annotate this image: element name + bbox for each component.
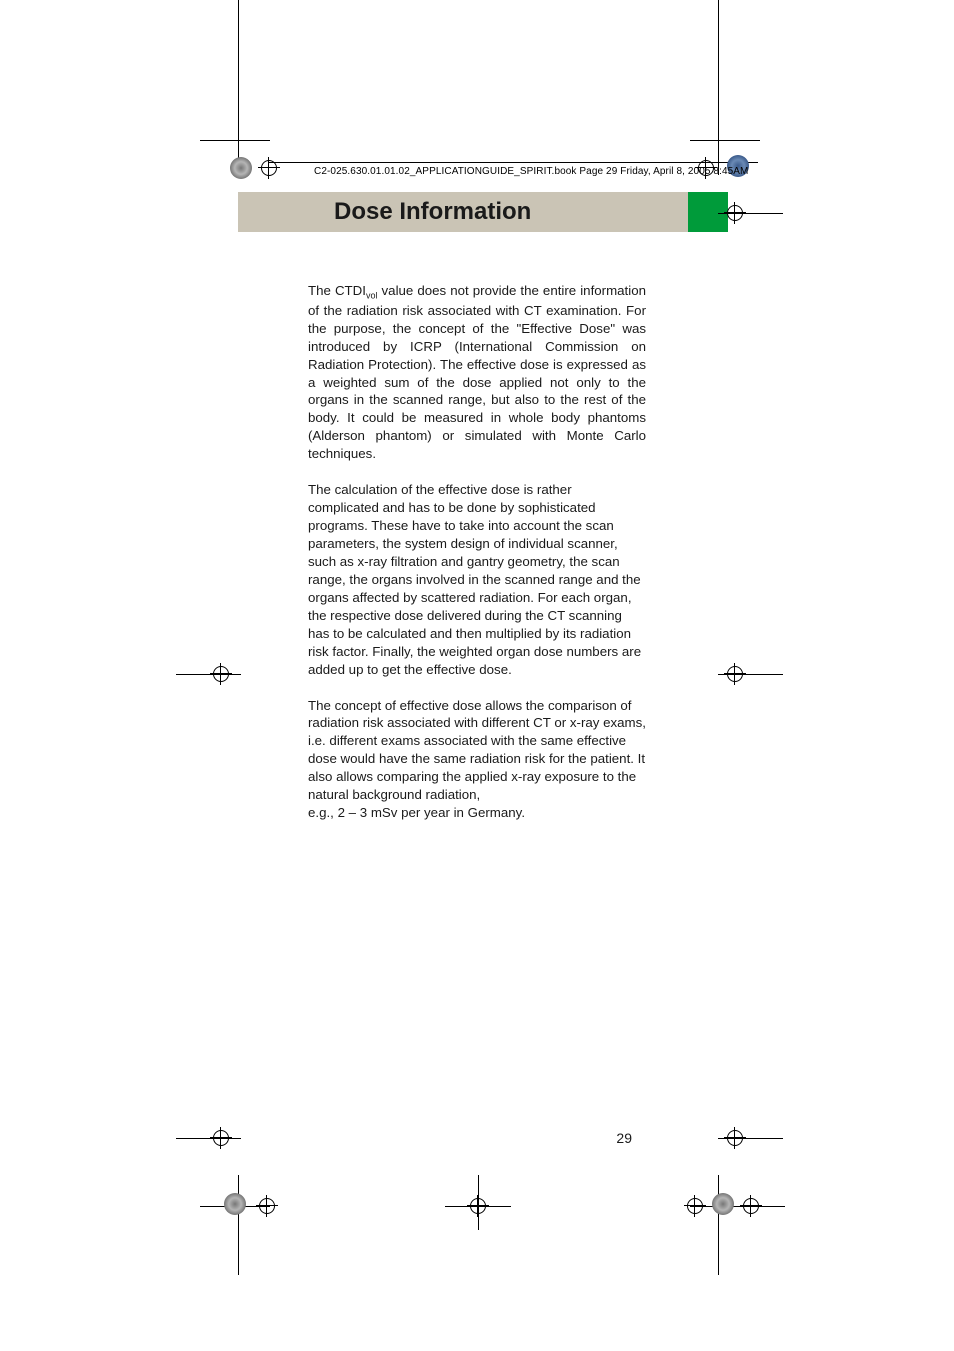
crop-line [200,140,270,141]
registration-dot [712,1193,734,1215]
registration-mark-icon [724,202,746,224]
crop-line [238,0,239,175]
header-rule [268,162,758,163]
crop-line [718,1175,719,1275]
running-header: C2-025.630.01.01.02_APPLICATIONGUIDE_SPI… [314,166,748,177]
accent-block [688,192,728,232]
registration-dot [230,157,252,179]
subscript: vol [366,291,378,301]
crop-line [755,1206,785,1207]
registration-mark-icon [724,1127,746,1149]
registration-dot [224,1193,246,1215]
paragraph: The CTDIvol value does not provide the e… [308,282,646,463]
registration-mark-icon [256,1195,278,1217]
section-title: Dose Information [238,192,688,232]
registration-mark-icon [210,1127,232,1149]
text: e.g., 2 – 3 mSv per year in Germany. [308,804,646,822]
crop-line [238,1175,239,1275]
page: C2-025.630.01.01.02_APPLICATIONGUIDE_SPI… [0,0,954,1351]
crop-line [690,140,760,141]
registration-mark-icon [258,157,280,179]
registration-mark-icon [684,1195,706,1217]
paragraph: The concept of effective dose allows the… [308,697,646,823]
paragraph: The calculation of the effective dose is… [308,481,646,678]
body-text: The CTDIvol value does not provide the e… [308,282,646,840]
section-heading: Dose Information [238,192,728,232]
crop-line [718,0,719,175]
text: value does not provide the entire inform… [308,283,646,461]
text: The concept of effective dose allows the… [308,697,646,805]
registration-mark-icon [467,1195,489,1217]
text: The CTDI [308,283,366,298]
registration-mark-icon [210,663,232,685]
page-number: 29 [616,1130,632,1146]
registration-mark-icon [724,663,746,685]
